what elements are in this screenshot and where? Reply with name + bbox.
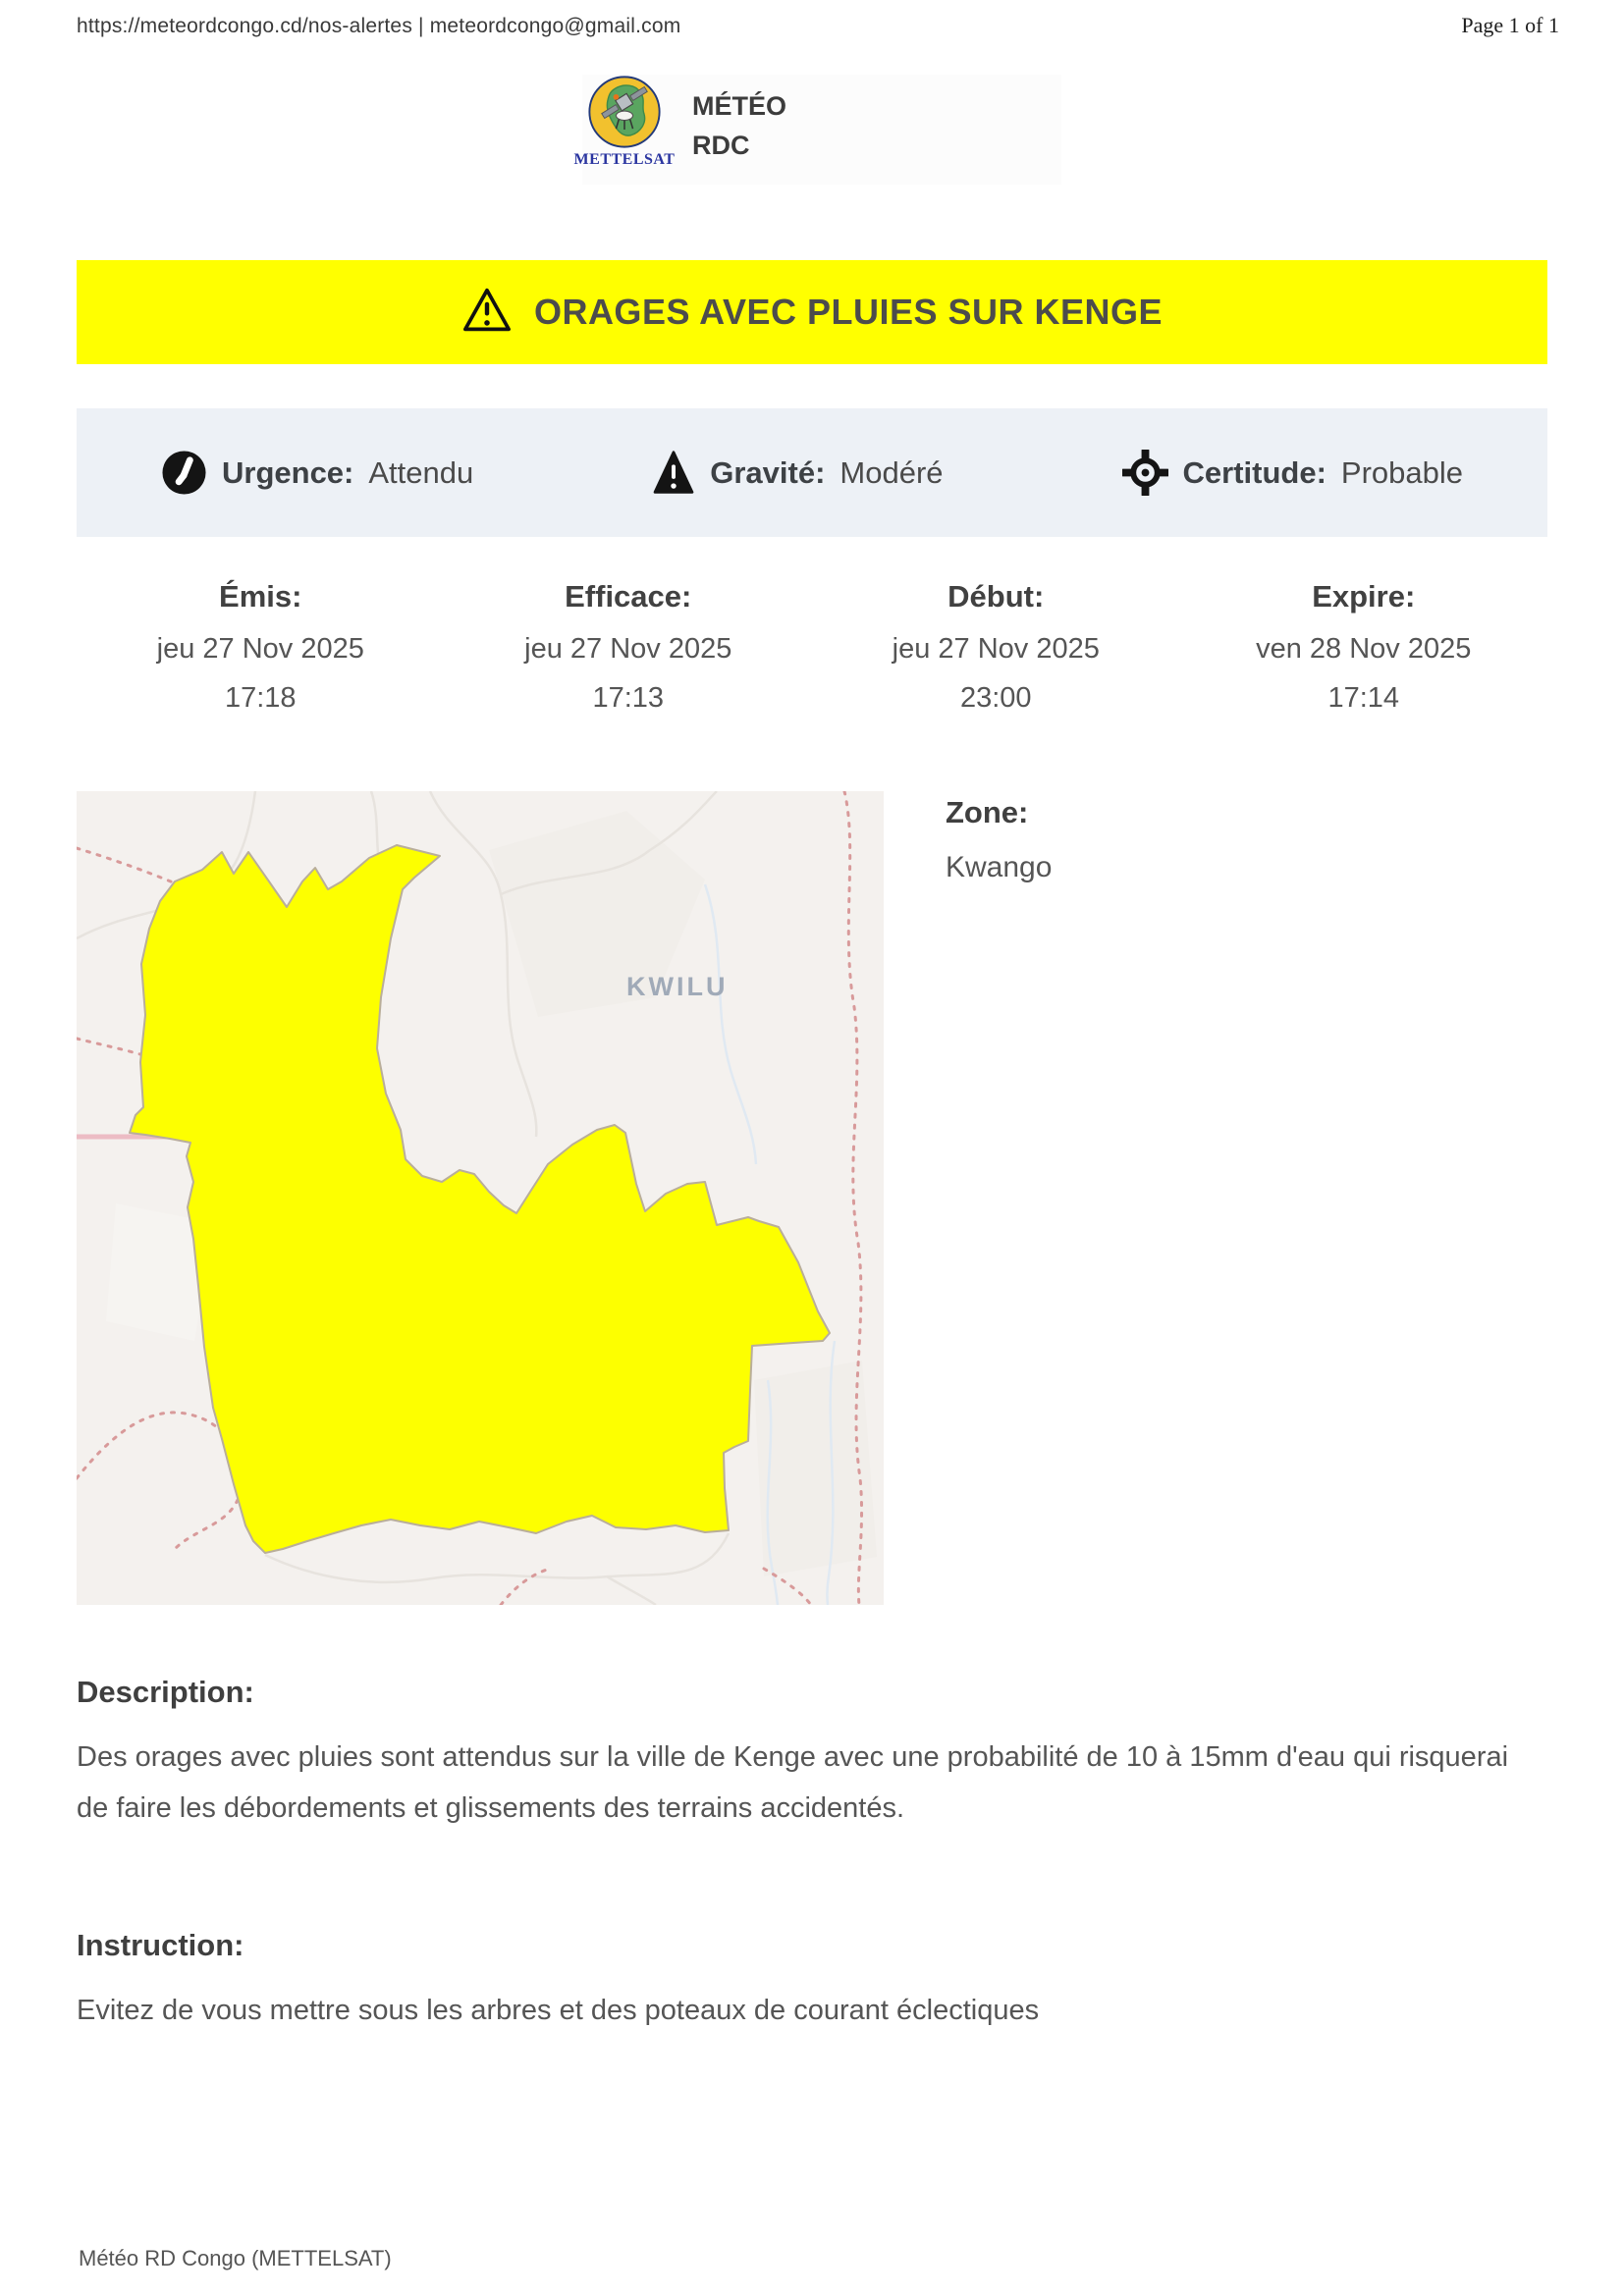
dates-row: Émis: jeu 27 Nov 2025 17:18 Efficace: je… — [77, 579, 1547, 722]
emis-label: Émis: — [219, 579, 302, 614]
efficace-time: 17:13 — [592, 682, 665, 714]
warning-outline-icon — [461, 287, 513, 339]
instruction-section: Instruction: Evitez de vous mettre sous … — [77, 1928, 1540, 2036]
certitude-value: Probable — [1340, 454, 1463, 490]
instruction-text: Evitez de vous mettre sous les arbres et… — [77, 1995, 1040, 2026]
footer-credit: Météo RD Congo (METTELSAT) — [79, 2246, 392, 2270]
date-col-emis: Émis: jeu 27 Nov 2025 17:18 — [77, 579, 445, 722]
header-url-email: https://meteordcongo.cd/nos-alertes | me… — [77, 15, 681, 37]
debut-date: jeu 27 Nov 2025 — [892, 633, 1100, 665]
urgence-item: Urgence: Attendu — [161, 450, 473, 496]
expire-time: 17:14 — [1327, 682, 1400, 714]
gravite-label: Gravité: — [710, 454, 826, 490]
certitude-label: Certitude: — [1182, 454, 1326, 490]
description-section: Description: Des orages avec pluies sont… — [77, 1675, 1540, 1834]
date-col-expire: Expire: ven 28 Nov 2025 17:14 — [1180, 579, 1548, 722]
efficace-date: jeu 27 Nov 2025 — [524, 633, 732, 665]
alert-title: ORAGES AVEC PLUIES SUR KENGE — [533, 292, 1164, 332]
mettelsat-caption: METTELSAT — [573, 151, 676, 168]
expire-label: Expire: — [1312, 579, 1416, 614]
kwango-highlight-polygon — [129, 844, 831, 1554]
mettelsat-badge: METTELSAT — [574, 75, 675, 169]
gravite-value: Modéré — [839, 454, 944, 490]
instruction-heading: Instruction: — [77, 1928, 244, 1962]
meteo-rdc-title: MÉTÉO RDC — [692, 75, 786, 165]
header-page-number: Page 1 of 1 — [1461, 13, 1559, 37]
urgence-value: Attendu — [368, 454, 474, 490]
mettelsat-logo-block: METTELSAT MÉTÉO RDC — [574, 75, 1061, 185]
emis-time: 17:18 — [224, 682, 297, 714]
debut-label: Début: — [947, 579, 1045, 614]
date-col-efficace: Efficace: jeu 27 Nov 2025 17:13 — [445, 579, 813, 722]
urgence-label: Urgence: — [222, 454, 354, 490]
zone-block: Zone: Kwango — [946, 795, 1052, 884]
clock-icon — [161, 450, 207, 496]
description-text: Des orages avec pluies sont attendus sur… — [77, 1741, 1509, 1824]
meta-bar: Urgence: Attendu Gravité: Modéré — [77, 408, 1547, 537]
alert-banner: ORAGES AVEC PLUIES SUR KENGE — [77, 260, 1547, 364]
certitude-item: Certitude: Probable — [1121, 450, 1463, 496]
efficace-label: Efficace: — [565, 579, 692, 614]
mettelsat-logo-icon — [587, 75, 662, 149]
expire-date: ven 28 Nov 2025 — [1256, 633, 1472, 665]
gravite-item: Gravité: Modéré — [652, 450, 944, 496]
debut-time: 23:00 — [959, 682, 1032, 714]
meteo-rdc-line1: MÉTÉO — [692, 91, 787, 121]
meteo-rdc-line2: RDC — [692, 131, 750, 160]
zone-label: Zone: — [946, 795, 1029, 829]
warning-triangle-icon — [652, 450, 695, 496]
date-col-debut: Début: jeu 27 Nov 2025 23:00 — [812, 579, 1180, 722]
region-map: KWILU — [77, 791, 884, 1605]
zone-value: Kwango — [946, 851, 1053, 883]
kwilu-region-label: KWILU — [626, 972, 728, 1001]
emis-date: jeu 27 Nov 2025 — [156, 633, 364, 665]
description-heading: Description: — [77, 1675, 254, 1709]
target-icon — [1121, 450, 1168, 496]
